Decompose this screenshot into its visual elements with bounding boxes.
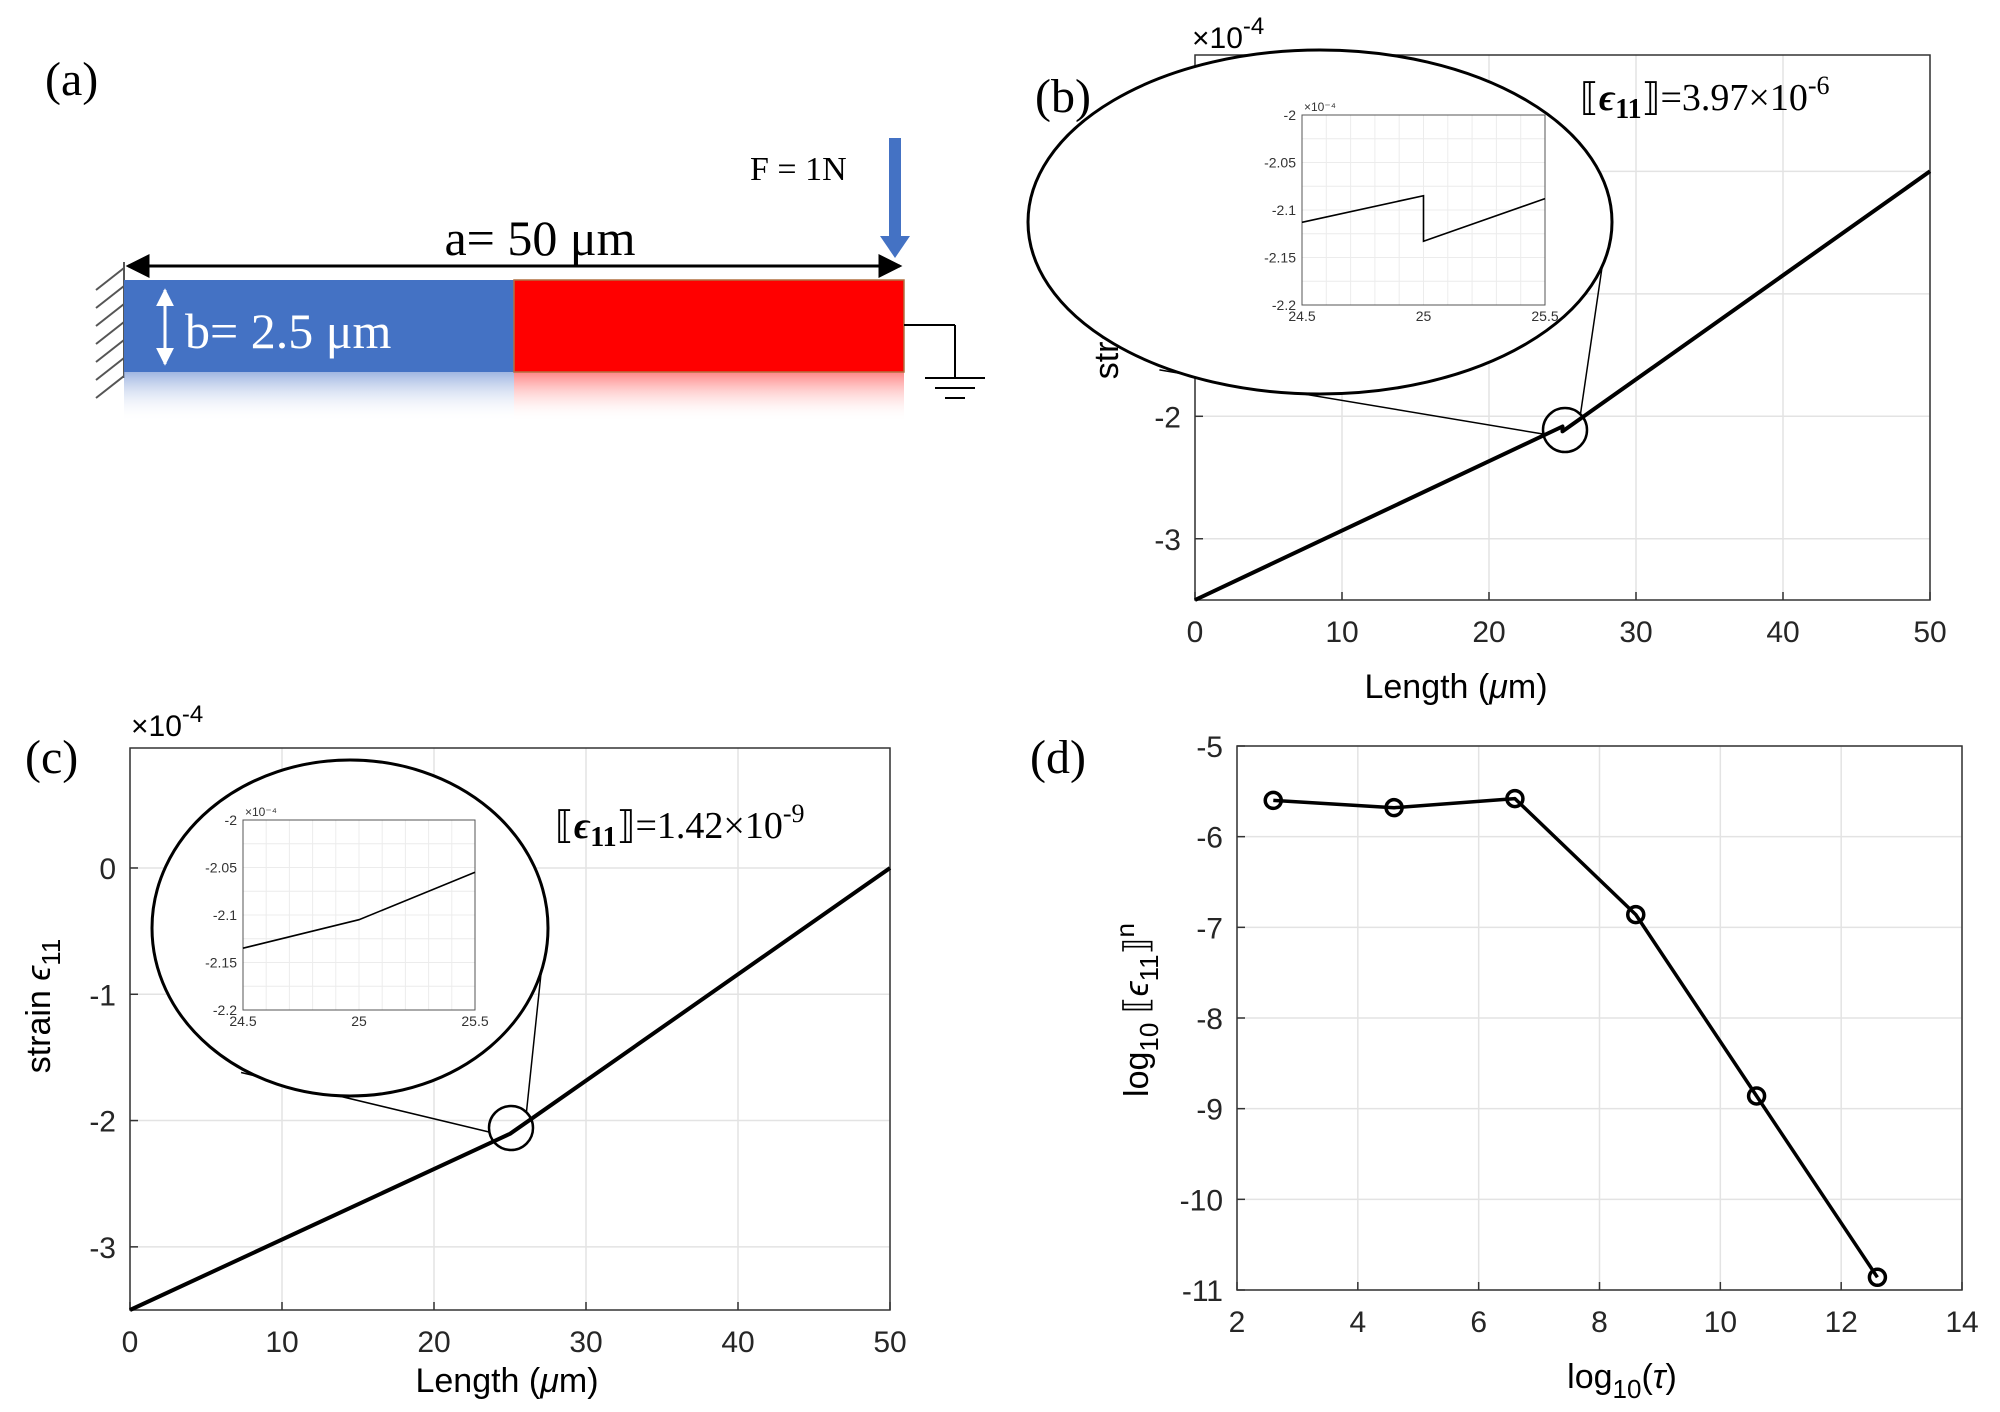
chart-c-inset-ellipse <box>150 758 550 1098</box>
chart-c-inset-ytick-label: -2.15 <box>205 955 237 971</box>
panel-a: (a) a= 50 μm b= 2.5 μm F = 1N <box>45 53 985 422</box>
chart-c-inset-frame <box>242 819 476 1011</box>
chart-c-xtick-label: 10 <box>265 1326 298 1359</box>
chart-c-plot-frame <box>129 747 891 1311</box>
force-arrow-shaft <box>889 138 901 238</box>
chart-b-inset-ellipse <box>1026 48 1614 396</box>
fixed-support-hatch <box>95 262 125 399</box>
panel-a-label: (a) <box>45 53 98 106</box>
chart-d-point <box>1867 1267 1888 1288</box>
force-arrow-head <box>880 236 910 258</box>
panel-d-label: (d) <box>1030 731 1086 784</box>
panel-b-label: (b) <box>1035 70 1091 123</box>
chart-d: 2 4 6 8 10 12 14 -5 -6 -7 -8 -9 -10 -11 log10(τ) log1… <box>1110 731 1979 1404</box>
chart-c-inset-xtick-label: 24.5 <box>229 1013 256 1029</box>
chart-d-ytick-label: -5 <box>1196 731 1223 764</box>
chart-c-ylabel: strain ϵ11 <box>20 939 66 1074</box>
chart-d-ytick-label: -10 <box>1180 1184 1223 1217</box>
chart-b-ytick-label: -3 <box>1154 524 1181 557</box>
chart-d-ylabel: log10 ⟦ϵ11⟧n <box>1110 923 1164 1097</box>
chart-d-xlabel: log10(τ) <box>1567 1358 1677 1404</box>
right-beam-segment <box>513 279 905 373</box>
chart-b-inset-ytick-label: -2 <box>1284 107 1297 123</box>
force-label: F = 1N <box>750 151 847 188</box>
chart-b-ytick-label: -2 <box>1154 401 1181 434</box>
chart-c-xtick-label: 20 <box>417 1326 450 1359</box>
chart-b-series-line <box>1194 169 1932 602</box>
chart-d-ytick-label: -7 <box>1196 912 1223 945</box>
chart-d-point <box>1384 797 1404 818</box>
chart-c-inset-ytick-label: -2.2 <box>213 1002 237 1018</box>
left-bar-reflection <box>124 372 514 422</box>
chart-c-inset-series-line <box>242 871 476 949</box>
chart-b-annotation: ⟦ϵ11⟧=3.97×10-6 <box>1580 71 1830 125</box>
chart-b-xtick-label: 50 <box>1913 616 1946 649</box>
chart-b-xtick-label: 30 <box>1619 616 1652 649</box>
chart-c-inset-xtick-label: 25 <box>351 1013 367 1029</box>
right-bar-reflection <box>514 372 904 422</box>
chart-b-xlabel: Length (μm) <box>1364 668 1547 706</box>
chart-b-inset-ytick-label: -2.2 <box>1272 297 1296 313</box>
chart-d-xtick-label: 14 <box>1945 1306 1978 1339</box>
chart-d-xtick-label: 8 <box>1591 1306 1608 1339</box>
chart-c-inset-ytick-label: -2.1 <box>213 907 237 923</box>
length-label: a= 50 μm <box>444 210 635 266</box>
chart-c-inset-ytick-label: -2 <box>225 812 238 828</box>
chart-c: 0 10 20 30 40 50 0 -1 -2 -3 ×10-4 Length (μm) str… <box>20 701 907 1400</box>
chart-c-ytick-label: -1 <box>89 979 116 1012</box>
chart-b-inset-multiplier: ×10⁻⁴ <box>1304 100 1336 114</box>
chart-c-ytick-label: 0 <box>99 853 116 886</box>
chart-b-inset-frame <box>1301 114 1546 306</box>
chart-d-xtick-label: 6 <box>1470 1306 1487 1339</box>
ground-icon <box>904 324 985 399</box>
chart-d-ytick-label: -8 <box>1196 1003 1223 1036</box>
chart-c-inset-multiplier: ×10⁻⁴ <box>245 805 277 819</box>
chart-b-xtick-label: 20 <box>1472 616 1505 649</box>
chart-c-xtick-label: 40 <box>721 1326 754 1359</box>
chart-c-inset-ytick-label: -2.05 <box>205 860 237 876</box>
chart-c-zoom-circle <box>487 1104 535 1152</box>
chart-b-xtick-label: 10 <box>1325 616 1358 649</box>
chart-d-ytick-label: -6 <box>1196 822 1223 855</box>
chart-b-inset-xtick-label: 25 <box>1416 308 1432 324</box>
chart-d-xtick-label: 2 <box>1229 1306 1246 1339</box>
chart-b-inset-ytick-label: -2.05 <box>1264 155 1296 171</box>
chart-b-inset-xtick-label: 25.5 <box>1531 308 1558 324</box>
chart-d-xtick-label: 12 <box>1824 1306 1857 1339</box>
chart-b-xtick-label: 0 <box>1187 616 1204 649</box>
chart-d-xtick-label: 10 <box>1704 1306 1737 1339</box>
chart-d-xtick-label: 4 <box>1349 1306 1366 1339</box>
chart-c-xtick-label: 50 <box>873 1326 906 1359</box>
chart-c-xtick-label: 0 <box>122 1326 139 1359</box>
chart-b-inset-series-line <box>1301 194 1546 243</box>
chart-d-point <box>1626 904 1646 925</box>
chart-c-xtick-label: 30 <box>569 1326 602 1359</box>
chart-b-inset-ytick-label: -2.15 <box>1264 250 1296 266</box>
left-beam-segment <box>124 280 514 372</box>
chart-c-series-line <box>129 866 892 1312</box>
chart-d-ytick-label: -9 <box>1196 1094 1223 1127</box>
chart-d-point <box>1746 1086 1767 1106</box>
chart-c-ytick-label: -3 <box>89 1232 116 1265</box>
chart-c-inset-xtick-label: 25.5 <box>461 1013 488 1029</box>
chart-c-xlabel: Length (μm) <box>415 1362 598 1400</box>
chart-b-y-multiplier: ×10-4 <box>1192 13 1264 55</box>
chart-b-zoom-circle <box>1541 406 1589 454</box>
chart-b-xtick-label: 40 <box>1766 616 1799 649</box>
chart-c-ytick-label: -2 <box>89 1106 116 1139</box>
chart-d-point <box>1263 790 1283 811</box>
chart-d-point <box>1505 788 1525 809</box>
chart-d-ytick-label: -11 <box>1182 1275 1223 1308</box>
panel-c-label: (c) <box>25 731 78 784</box>
chart-c-y-multiplier: ×10-4 <box>131 701 203 743</box>
chart-b-inset-ytick-label: -2.1 <box>1272 202 1296 218</box>
chart-b-inset-xtick-label: 24.5 <box>1288 308 1315 324</box>
height-label: b= 2.5 μm <box>185 303 392 359</box>
chart-d-series-line <box>1273 796 1879 1279</box>
chart-c-annotation: ⟦ϵ11⟧=1.42×10-9 <box>555 799 805 853</box>
